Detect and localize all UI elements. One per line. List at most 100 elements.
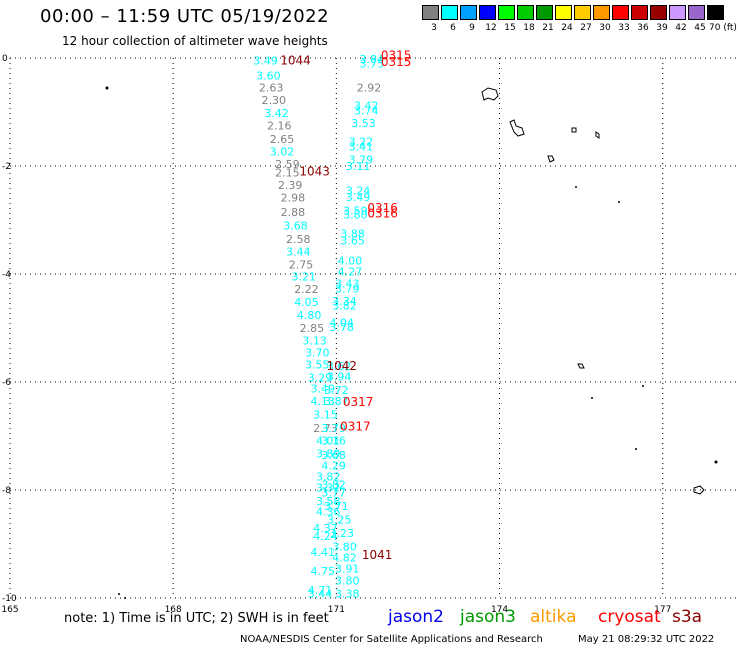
wave-height-value: 3.15 <box>313 408 338 421</box>
colorbar-swatch <box>441 5 458 20</box>
wave-height-value: 4.27 <box>338 265 363 278</box>
wave-height-value: 3.80 <box>332 541 357 554</box>
wave-height-value: 3.24 <box>346 184 371 197</box>
wave-height-value: 3.29 <box>308 372 333 385</box>
colorbar-label: 70 (ft) <box>709 23 737 33</box>
wave-height-value: 3.11 <box>346 160 371 173</box>
pass-time-label: 1042 <box>327 359 358 373</box>
island-dot <box>105 86 109 90</box>
island-dot <box>591 397 593 399</box>
pass-time-label: 1043 <box>299 164 330 178</box>
colorbar-swatch <box>593 5 610 20</box>
pass-time-label: 1044 <box>280 54 311 68</box>
colorbar-label: 15 <box>504 23 516 33</box>
wave-height-value: 2.88 <box>281 206 306 219</box>
wave-height-value: 2.92 <box>357 82 382 95</box>
island-outline <box>577 363 585 369</box>
wave-height-value: 3.77 <box>321 487 346 500</box>
lon-tick-label: 165 <box>1 605 18 615</box>
wave-height-value: 3.79 <box>349 154 374 167</box>
wave-height-value: 4.82 <box>332 552 357 565</box>
wave-height-value: 3.23 <box>330 527 355 540</box>
colorbar-label: 12 <box>485 23 497 33</box>
wave-height-value: 3.68 <box>321 449 346 462</box>
wave-height-value: 3.78 <box>330 321 355 334</box>
island-outline <box>547 155 555 163</box>
wave-height-value: 3.87 <box>324 395 349 408</box>
wave-height-value: 3.53 <box>351 117 376 130</box>
wave-height-value: 3.13 <box>302 334 327 347</box>
pass-time-label: 0316 <box>367 207 398 221</box>
island-dot <box>642 385 644 387</box>
lon-tick-label: 174 <box>491 605 508 615</box>
colorbar-label: 9 <box>469 23 475 33</box>
colorbar-swatch <box>422 5 439 20</box>
wave-height-value: 3.16 <box>321 434 346 447</box>
wave-height-value: 2.65 <box>270 133 295 146</box>
wave-height-value: 4.80 <box>297 309 322 322</box>
wave-height-value: 3.41 <box>349 141 374 154</box>
satellite-label: cryosat <box>598 607 661 627</box>
wave-height-value: 3.49 <box>311 382 336 395</box>
wave-height-value: 3.49 <box>253 55 278 68</box>
wave-height-value: 3.58 <box>316 495 341 508</box>
wave-height-value: 4.36 <box>316 506 341 519</box>
lat-tick-label: 0 <box>2 54 8 64</box>
colorbar-swatch <box>574 5 591 20</box>
lon-tick-label: 168 <box>165 605 182 615</box>
wave-height-value: 2.16 <box>267 120 292 133</box>
island-dot <box>618 201 620 203</box>
colorbar-swatch <box>669 5 686 20</box>
colorbar-label: 27 <box>580 23 592 33</box>
island-outline <box>595 131 600 139</box>
island-dot <box>714 460 718 464</box>
colorbar-label: 42 <box>675 23 687 33</box>
colorbar-label: 39 <box>656 23 668 33</box>
satellite-label: altika <box>530 607 577 627</box>
island-dot <box>124 597 126 599</box>
island-outline <box>509 119 525 137</box>
wave-height-value: 3.84 <box>359 53 384 66</box>
colorbar-swatch <box>536 5 553 20</box>
colorbar-label: 21 <box>542 23 554 33</box>
wave-height-value: 4.41 <box>311 546 336 559</box>
wave-height-value: 3.89 <box>316 447 341 460</box>
lat-tick-label: -8 <box>2 486 11 496</box>
colorbar-swatch <box>479 5 496 20</box>
island-outline <box>481 87 499 101</box>
wave-height-value: 4.71 <box>308 584 333 597</box>
wave-height-value: 3.44 <box>308 588 333 601</box>
colorbar-label: 45 <box>694 23 706 33</box>
chart-subtitle: 12 hour collection of altimeter wave hei… <box>62 34 328 48</box>
wave-height-value: 3.32 <box>316 481 341 494</box>
wave-height-value: 2.22 <box>294 283 319 296</box>
wave-height-value: 3.43 <box>335 278 360 291</box>
lat-tick-label: -10 <box>2 594 17 604</box>
island-dot <box>635 448 637 450</box>
colorbar-label: 3 <box>431 23 437 33</box>
wave-height-value: 2.39 <box>278 179 303 192</box>
wave-height-value: 3.94 <box>327 371 352 384</box>
footer-note: note: 1) Time is in UTC; 2) SWH is in fe… <box>64 611 329 626</box>
colorbar-swatch <box>517 5 534 20</box>
colorbar-label: 33 <box>618 23 630 33</box>
wave-height-value: 4.05 <box>294 296 319 309</box>
satellite-label: s3a <box>672 607 703 627</box>
wave-height-value: 2.59 <box>275 158 300 171</box>
wave-height-value: 4.13 <box>311 395 336 408</box>
wave-height-value: 2.58 <box>286 233 311 246</box>
wave-height-value: 4.37 <box>313 522 338 535</box>
colorbar-swatch <box>555 5 572 20</box>
lon-tick-label: 171 <box>328 605 345 615</box>
colorbar-swatch <box>612 5 629 20</box>
colorbar-label: 30 <box>599 23 611 33</box>
wave-height-value: 2.30 <box>262 94 287 107</box>
wave-height-value: 3.80 <box>343 209 368 222</box>
pass-time-label: 1041 <box>362 548 393 562</box>
wave-height-value: 3.72 <box>324 384 349 397</box>
satellite-label: jason3 <box>460 607 516 627</box>
wave-height-value: 2.15 <box>275 166 300 179</box>
wave-height-value: 3.80 <box>335 575 360 588</box>
